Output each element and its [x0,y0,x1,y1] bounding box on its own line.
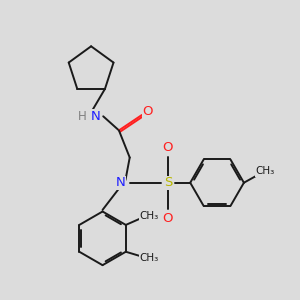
Text: N: N [116,176,125,189]
Text: S: S [164,176,172,189]
Text: O: O [142,105,153,118]
Text: O: O [163,212,173,224]
Text: CH₃: CH₃ [140,211,159,221]
Text: N: N [91,110,100,123]
Text: CH₃: CH₃ [140,253,159,263]
Text: H: H [78,110,87,123]
Text: O: O [163,141,173,154]
Text: CH₃: CH₃ [256,166,275,176]
